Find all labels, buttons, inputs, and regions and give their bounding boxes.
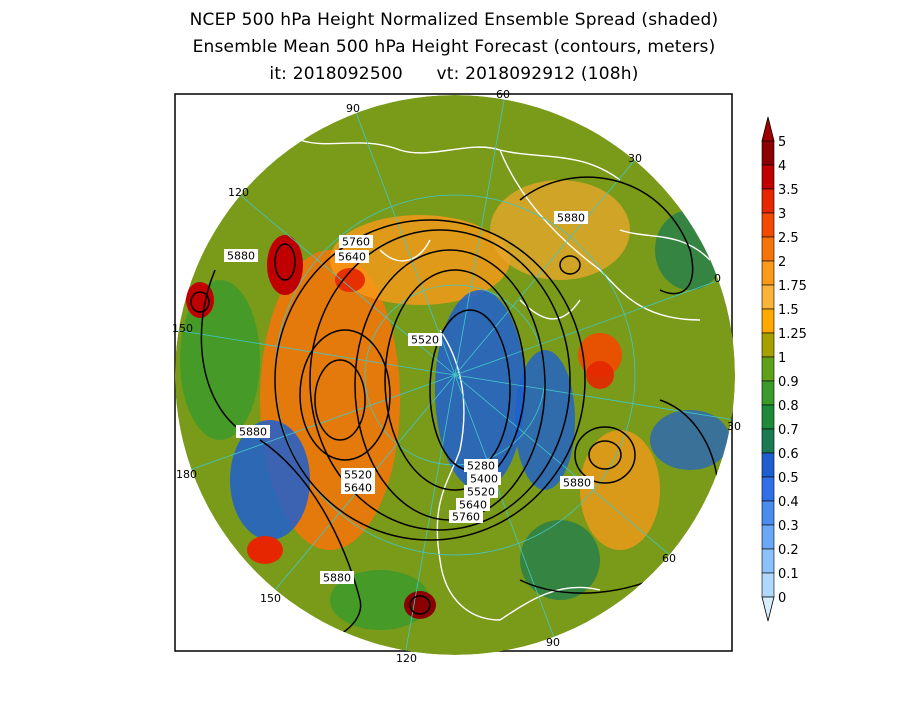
- colorbar-segment: [761, 356, 775, 382]
- coastlines: [299, 139, 711, 621]
- contour-label: 5400: [470, 473, 498, 486]
- contour-label: 5880: [557, 212, 585, 225]
- lon-label: 30: [727, 420, 741, 433]
- colorbar-label: 3: [778, 207, 786, 222]
- contour-label: 5520: [467, 486, 495, 499]
- colorbar-segment: [761, 548, 775, 574]
- colorbar-segment: [761, 572, 775, 598]
- colorbar-label: 0.3: [778, 519, 799, 534]
- colorbar-segment: [761, 428, 775, 454]
- contour-label: 5640: [338, 251, 366, 264]
- contour-label: 5880: [227, 250, 255, 263]
- lon-label: 120: [396, 652, 417, 665]
- contour-labels: 5880 5760 5640 5520 5880 5880 5520 5640 …: [224, 211, 594, 585]
- colorbar-label: 0.1: [778, 567, 799, 582]
- contour-label: 5520: [344, 469, 372, 482]
- colorbar-segment: [761, 212, 775, 238]
- colorbar-label: 0.7: [778, 423, 799, 438]
- colorbar-segment: [761, 284, 775, 310]
- colorbar-segment: [761, 164, 775, 190]
- colorbar-label: 2.5: [778, 231, 799, 246]
- contour-label: 5280: [467, 460, 495, 473]
- colorbar: 5 4 3.5 3 2.5 2 1.75 1.5 1.25 1 0.9 0.8 0.7 0.6 0.5 0.4…: [761, 116, 807, 622]
- colorbar-label: 3.5: [778, 183, 799, 198]
- colorbar-top-arrow: [761, 116, 775, 142]
- colorbar-segment: [761, 140, 775, 166]
- lon-label: 30: [628, 152, 642, 165]
- colorbar-label: 5: [778, 135, 786, 150]
- colorbar-segment: [761, 524, 775, 550]
- contour-label: 5760: [342, 236, 370, 249]
- colorbar-segment: [761, 380, 775, 406]
- colorbar-segment: [761, 188, 775, 214]
- colorbar-segment: [761, 476, 775, 502]
- contour-label: 5640: [344, 482, 372, 495]
- longitude-labels: 60 30 0 30 60 90 120 150 180 150 120 90: [172, 88, 741, 665]
- colorbar-label: 1.5: [778, 303, 799, 318]
- lon-label: 150: [260, 592, 281, 605]
- colorbar-label: 2: [778, 255, 786, 270]
- colorbar-segment: [761, 332, 775, 358]
- lon-label: 120: [228, 186, 249, 199]
- lon-label: 150: [172, 322, 193, 335]
- colorbar-label: 1.25: [778, 327, 807, 342]
- graticule: [175, 95, 735, 655]
- colorbar-label: 0.8: [778, 399, 799, 414]
- contour-label: 5640: [459, 499, 487, 512]
- lon-label: 60: [496, 88, 510, 101]
- colorbar-label: 1.75: [778, 279, 807, 294]
- colorbar-label: 0.6: [778, 447, 799, 462]
- colorbar-label: 4: [778, 159, 786, 174]
- chart-title-line3: it: 2018092500 vt: 2018092912 (108h): [269, 64, 639, 84]
- colorbar-label: 0: [778, 591, 786, 606]
- colorbar-label: 0.2: [778, 543, 799, 558]
- contour-label: 5760: [452, 511, 480, 524]
- colorbar-segment: [761, 308, 775, 334]
- colorbar-segment: [761, 452, 775, 478]
- colorbar-label: 0.9: [778, 375, 799, 390]
- colorbar-label: 0.5: [778, 471, 799, 486]
- colorbar-segment: [761, 260, 775, 286]
- colorbar-bottom-arrow: [761, 596, 775, 622]
- contour-label: 5880: [563, 477, 591, 490]
- contour-label: 5520: [411, 334, 439, 347]
- colorbar-label: 0.4: [778, 495, 799, 510]
- colorbar-segment: [761, 404, 775, 430]
- lon-label: 90: [346, 102, 360, 115]
- chart-title-line1: NCEP 500 hPa Height Normalized Ensemble …: [189, 10, 719, 30]
- lon-label: 90: [546, 636, 560, 649]
- lon-label: 0: [714, 272, 721, 285]
- contour-label: 5880: [239, 426, 267, 439]
- lon-label: 180: [176, 468, 197, 481]
- contour-label: 5880: [323, 572, 351, 585]
- colorbar-label: 1: [778, 351, 786, 366]
- chart-title-line2: Ensemble Mean 500 hPa Height Forecast (c…: [192, 37, 716, 57]
- colorbar-segment: [761, 500, 775, 526]
- colorbar-segment: [761, 236, 775, 262]
- lon-label: 60: [662, 552, 676, 565]
